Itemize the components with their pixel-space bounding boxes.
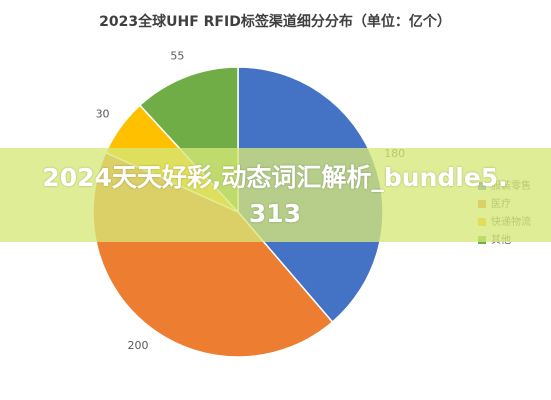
data-label: 30 xyxy=(96,107,110,120)
data-label: 55 xyxy=(170,49,184,62)
banner-band xyxy=(0,148,551,242)
chart-title: 2023全球UHF RFID标签渠道细分分布（单位：亿个） xyxy=(99,13,451,30)
banner-text: 2024天天好彩,动态词汇解析_bundle5.313 xyxy=(42,163,508,228)
data-label: 200 xyxy=(128,339,149,352)
